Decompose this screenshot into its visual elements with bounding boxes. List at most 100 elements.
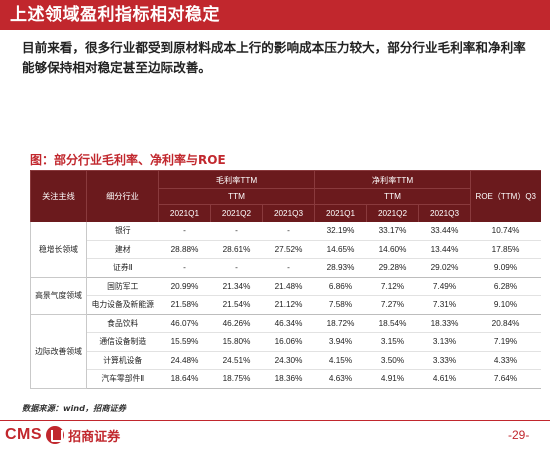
- table-row: 高景气度领域 国防军工 20.99% 21.34% 21.48% 6.86% 7…: [30, 277, 541, 315]
- value-cell: 4.63%: [314, 369, 367, 389]
- group-label: 边际改善领域: [30, 314, 87, 389]
- value-cell: 18.64%: [158, 369, 211, 389]
- value-cell: 18.75%: [210, 369, 263, 389]
- title-bar: 上述领域盈利指标相对稳定: [0, 0, 550, 30]
- roe-cell: 4.33%: [470, 351, 541, 370]
- table-row: 计算机设备 24.48% 24.51% 24.30% 4.15% 3.50% 3…: [31, 351, 541, 370]
- table-row: 证券Ⅱ - - - 28.93% 29.28% 29.02% 9.09%: [31, 258, 541, 278]
- group-label: 高景气度领域: [30, 277, 87, 315]
- roe-cell: 7.64%: [470, 369, 541, 389]
- header-quarter: 2021Q2: [366, 204, 419, 222]
- value-cell: 15.80%: [210, 332, 263, 352]
- value-cell: 3.13%: [418, 332, 471, 352]
- value-cell: 7.12%: [366, 277, 419, 296]
- value-cell: 28.61%: [210, 240, 263, 259]
- roe-cell: 17.85%: [470, 240, 541, 259]
- group-label: 稳增长领域: [30, 221, 87, 278]
- industry-cell: 汽车零部件Ⅱ: [86, 369, 159, 389]
- value-cell: 24.48%: [158, 351, 211, 370]
- industry-margin-table: 关注主线 细分行业 毛利率TTM 净利率TTM ROE（TTM）Q3 TTM T…: [30, 170, 541, 389]
- value-cell: -: [262, 221, 315, 241]
- value-cell: 7.31%: [418, 295, 471, 315]
- value-cell: 32.19%: [314, 221, 367, 241]
- value-cell: -: [262, 258, 315, 278]
- table-row: 通信设备制造 15.59% 15.80% 16.06% 3.94% 3.15% …: [31, 332, 541, 352]
- value-cell: 4.61%: [418, 369, 471, 389]
- logo-cms-text: CMS: [5, 426, 43, 443]
- value-cell: 29.02%: [418, 258, 471, 278]
- table-row: 电力设备及新能源 21.58% 21.54% 21.12% 7.58% 7.27…: [31, 295, 541, 315]
- intro-paragraph: 目前来看，很多行业都受到原材料成本上行的影响成本压力较大，部分行业毛利率和净利率…: [22, 40, 526, 75]
- value-cell: 14.65%: [314, 240, 367, 259]
- figure-title: 图：部分行业毛利率、净利率与ROE: [30, 153, 226, 167]
- value-cell: 15.59%: [158, 332, 211, 352]
- value-cell: 7.49%: [418, 277, 471, 296]
- value-cell: 18.72%: [314, 314, 367, 333]
- value-cell: 3.94%: [314, 332, 367, 352]
- value-cell: 13.44%: [418, 240, 471, 259]
- value-cell: 21.12%: [262, 295, 315, 315]
- value-cell: 24.30%: [262, 351, 315, 370]
- header-net-margin: 净利率TTM: [314, 170, 471, 189]
- value-cell: 3.50%: [366, 351, 419, 370]
- table-row: 汽车零部件Ⅱ 18.64% 18.75% 18.36% 4.63% 4.91% …: [31, 369, 541, 389]
- roe-cell: 9.09%: [470, 258, 541, 278]
- header-gross-margin: 毛利率TTM: [157, 170, 315, 189]
- page-title: 上述领域盈利指标相对稳定: [10, 5, 220, 25]
- industry-cell: 银行: [86, 221, 159, 241]
- value-cell: 46.07%: [158, 314, 211, 333]
- footer-divider: [0, 420, 550, 421]
- header-quarter: 2021Q2: [210, 204, 263, 222]
- value-cell: 28.88%: [158, 240, 211, 259]
- value-cell: -: [210, 258, 263, 278]
- company-logo: CMS 招商证券: [5, 424, 120, 446]
- roe-cell: 20.84%: [470, 314, 541, 333]
- value-cell: 27.52%: [262, 240, 315, 259]
- roe-cell: 6.28%: [470, 277, 541, 296]
- value-cell: 46.26%: [210, 314, 263, 333]
- value-cell: -: [158, 258, 211, 278]
- table-row: 边际改善领域 食品饮料 46.07% 46.26% 46.34% 18.72% …: [30, 314, 541, 389]
- roe-cell: 9.10%: [470, 295, 541, 315]
- value-cell: 21.48%: [262, 277, 315, 296]
- industry-cell: 通信设备制造: [86, 332, 159, 352]
- value-cell: 18.33%: [418, 314, 471, 333]
- industry-cell: 电力设备及新能源: [86, 295, 159, 315]
- table-row: 稳增长领域 银行 - - - 32.19% 33.17% 33.44% 10.7…: [30, 221, 541, 278]
- value-cell: 46.34%: [262, 314, 315, 333]
- value-cell: 18.54%: [366, 314, 419, 333]
- industry-cell: 证券Ⅱ: [86, 258, 159, 278]
- value-cell: 33.17%: [366, 221, 419, 241]
- value-cell: 6.86%: [314, 277, 367, 296]
- value-cell: 3.15%: [366, 332, 419, 352]
- header-sub-industry: 细分行业: [86, 170, 159, 222]
- logo-seal-icon: [46, 426, 65, 444]
- header-main-line: 关注主线: [30, 170, 87, 222]
- logo-brand-text: 招商证券: [68, 429, 121, 445]
- header-quarter: 2021Q1: [314, 204, 367, 222]
- industry-cell: 计算机设备: [86, 351, 159, 370]
- industry-cell: 国防军工: [86, 277, 159, 296]
- value-cell: 28.93%: [314, 258, 367, 278]
- table-row: 建材 28.88% 28.61% 27.52% 14.65% 14.60% 13…: [31, 240, 541, 259]
- header-quarter: 2021Q3: [418, 204, 471, 222]
- value-cell: 33.44%: [418, 221, 471, 241]
- industry-cell: 食品饮料: [86, 314, 159, 333]
- header-gross-ttm: TTM: [157, 188, 315, 205]
- header-quarter: 2021Q3: [261, 204, 315, 222]
- value-cell: 24.51%: [210, 351, 263, 370]
- industry-cell: 建材: [86, 240, 159, 259]
- value-cell: 21.58%: [158, 295, 211, 315]
- header-roe: ROE（TTM）Q3: [470, 170, 541, 222]
- value-cell: -: [158, 221, 211, 241]
- header-quarter: 2021Q1: [158, 204, 211, 222]
- value-cell: 3.33%: [418, 351, 471, 370]
- value-cell: 16.06%: [262, 332, 315, 352]
- data-source-note: 数据来源：wind，招商证券: [22, 403, 126, 413]
- page-number: -29-: [508, 428, 530, 442]
- value-cell: 14.60%: [366, 240, 419, 259]
- value-cell: 18.36%: [262, 369, 315, 389]
- value-cell: 7.58%: [314, 295, 367, 315]
- value-cell: 4.91%: [366, 369, 419, 389]
- value-cell: 29.28%: [366, 258, 419, 278]
